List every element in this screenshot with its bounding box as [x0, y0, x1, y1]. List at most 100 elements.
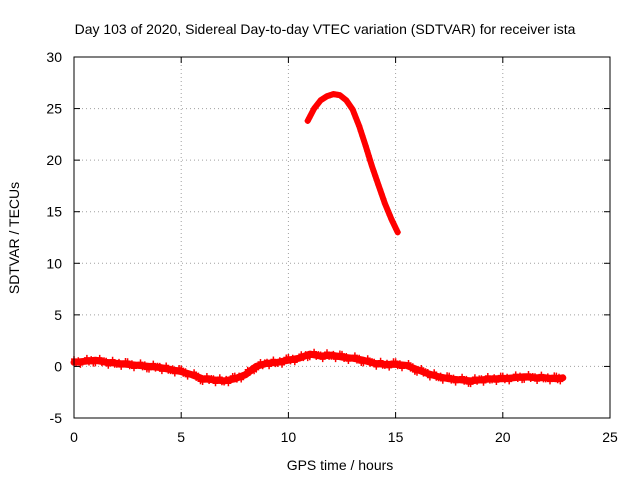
data-point — [469, 377, 476, 384]
data-point — [103, 357, 110, 364]
data-point — [544, 373, 551, 380]
data-point — [357, 128, 364, 134]
data-point — [116, 358, 122, 365]
x-tick-label: 0 — [70, 429, 78, 445]
data-point — [124, 358, 131, 365]
data-point — [253, 366, 260, 373]
data-point — [356, 354, 363, 361]
y-tick-label: 5 — [54, 307, 62, 323]
data-point — [532, 373, 538, 380]
data-point — [330, 350, 337, 357]
data-point — [538, 371, 545, 378]
data-point — [351, 110, 358, 117]
plot-frame — [73, 56, 611, 419]
data-point — [536, 374, 543, 381]
data-point — [141, 361, 148, 368]
data-point — [534, 378, 541, 384]
data-point — [493, 379, 500, 385]
data-point — [242, 371, 249, 378]
y-tick-label: 30 — [46, 49, 62, 65]
data-point — [495, 375, 502, 382]
data-point — [391, 222, 398, 229]
data-point — [394, 229, 401, 236]
data-point — [81, 358, 88, 365]
y-axis-label: SDTVAR / TECUs — [6, 182, 22, 294]
x-tick-label: 25 — [602, 429, 618, 445]
data-point — [459, 373, 466, 380]
data-point — [405, 360, 412, 366]
data-point — [289, 354, 296, 361]
data-point — [506, 378, 513, 385]
data-point — [319, 356, 326, 363]
data-point — [384, 359, 390, 366]
data-point — [370, 168, 377, 174]
data-point — [491, 374, 498, 381]
data-point — [302, 351, 309, 358]
data-point — [371, 358, 378, 365]
x-axis-label: GPS time / hours — [287, 457, 394, 473]
data-point — [450, 374, 457, 381]
data-point — [83, 354, 90, 361]
data-point — [501, 377, 508, 384]
data-point — [463, 375, 470, 382]
data-point — [559, 374, 566, 381]
data-point — [373, 177, 380, 184]
data-point — [309, 108, 316, 115]
data-point — [364, 147, 371, 154]
data-point — [276, 357, 283, 364]
data-point — [281, 358, 288, 365]
data-point — [163, 362, 170, 369]
data-point — [499, 372, 506, 379]
data-point — [396, 360, 403, 367]
data-point — [388, 215, 395, 222]
data-point — [225, 380, 232, 387]
series-band — [304, 91, 401, 236]
data-point — [128, 360, 135, 367]
data-point — [137, 359, 144, 366]
data-layer — [70, 91, 567, 388]
data-point — [393, 226, 400, 232]
data-point — [352, 114, 359, 121]
x-tick-label: 5 — [177, 429, 185, 445]
x-tick-label: 20 — [495, 429, 511, 445]
data-point — [266, 363, 273, 370]
series-1 — [304, 91, 401, 236]
data-point — [359, 132, 366, 139]
data-point — [317, 351, 324, 358]
data-point — [150, 360, 157, 367]
data-point — [557, 378, 564, 385]
chart-title: Day 103 of 2020, Sidereal Day-to-day VTE… — [75, 21, 576, 37]
y-tick-label: 20 — [46, 152, 62, 168]
data-point — [88, 356, 95, 363]
x-tick-label: 15 — [388, 429, 404, 445]
data-point — [270, 356, 277, 363]
data-point — [307, 111, 314, 118]
x-tick-label: 10 — [281, 429, 297, 445]
data-point — [244, 366, 251, 373]
data-point — [389, 219, 396, 226]
data-point — [311, 348, 318, 355]
data-point — [203, 373, 210, 379]
data-point — [343, 353, 350, 359]
data-point — [364, 355, 371, 362]
data-point — [274, 360, 281, 367]
data-point — [474, 378, 481, 385]
data-point — [480, 379, 487, 386]
data-point — [362, 142, 369, 149]
data-point — [510, 374, 517, 381]
data-point — [504, 373, 511, 380]
data-point — [418, 365, 425, 371]
data-point — [349, 106, 356, 113]
data-point — [467, 381, 474, 388]
data-point — [324, 349, 330, 356]
data-point — [375, 181, 382, 188]
data-point — [246, 370, 253, 376]
data-point — [356, 123, 363, 130]
data-point — [195, 372, 202, 379]
data-point — [285, 354, 292, 360]
data-point — [380, 195, 387, 202]
data-point — [238, 376, 245, 383]
data-point — [227, 376, 234, 383]
data-point — [361, 137, 367, 144]
